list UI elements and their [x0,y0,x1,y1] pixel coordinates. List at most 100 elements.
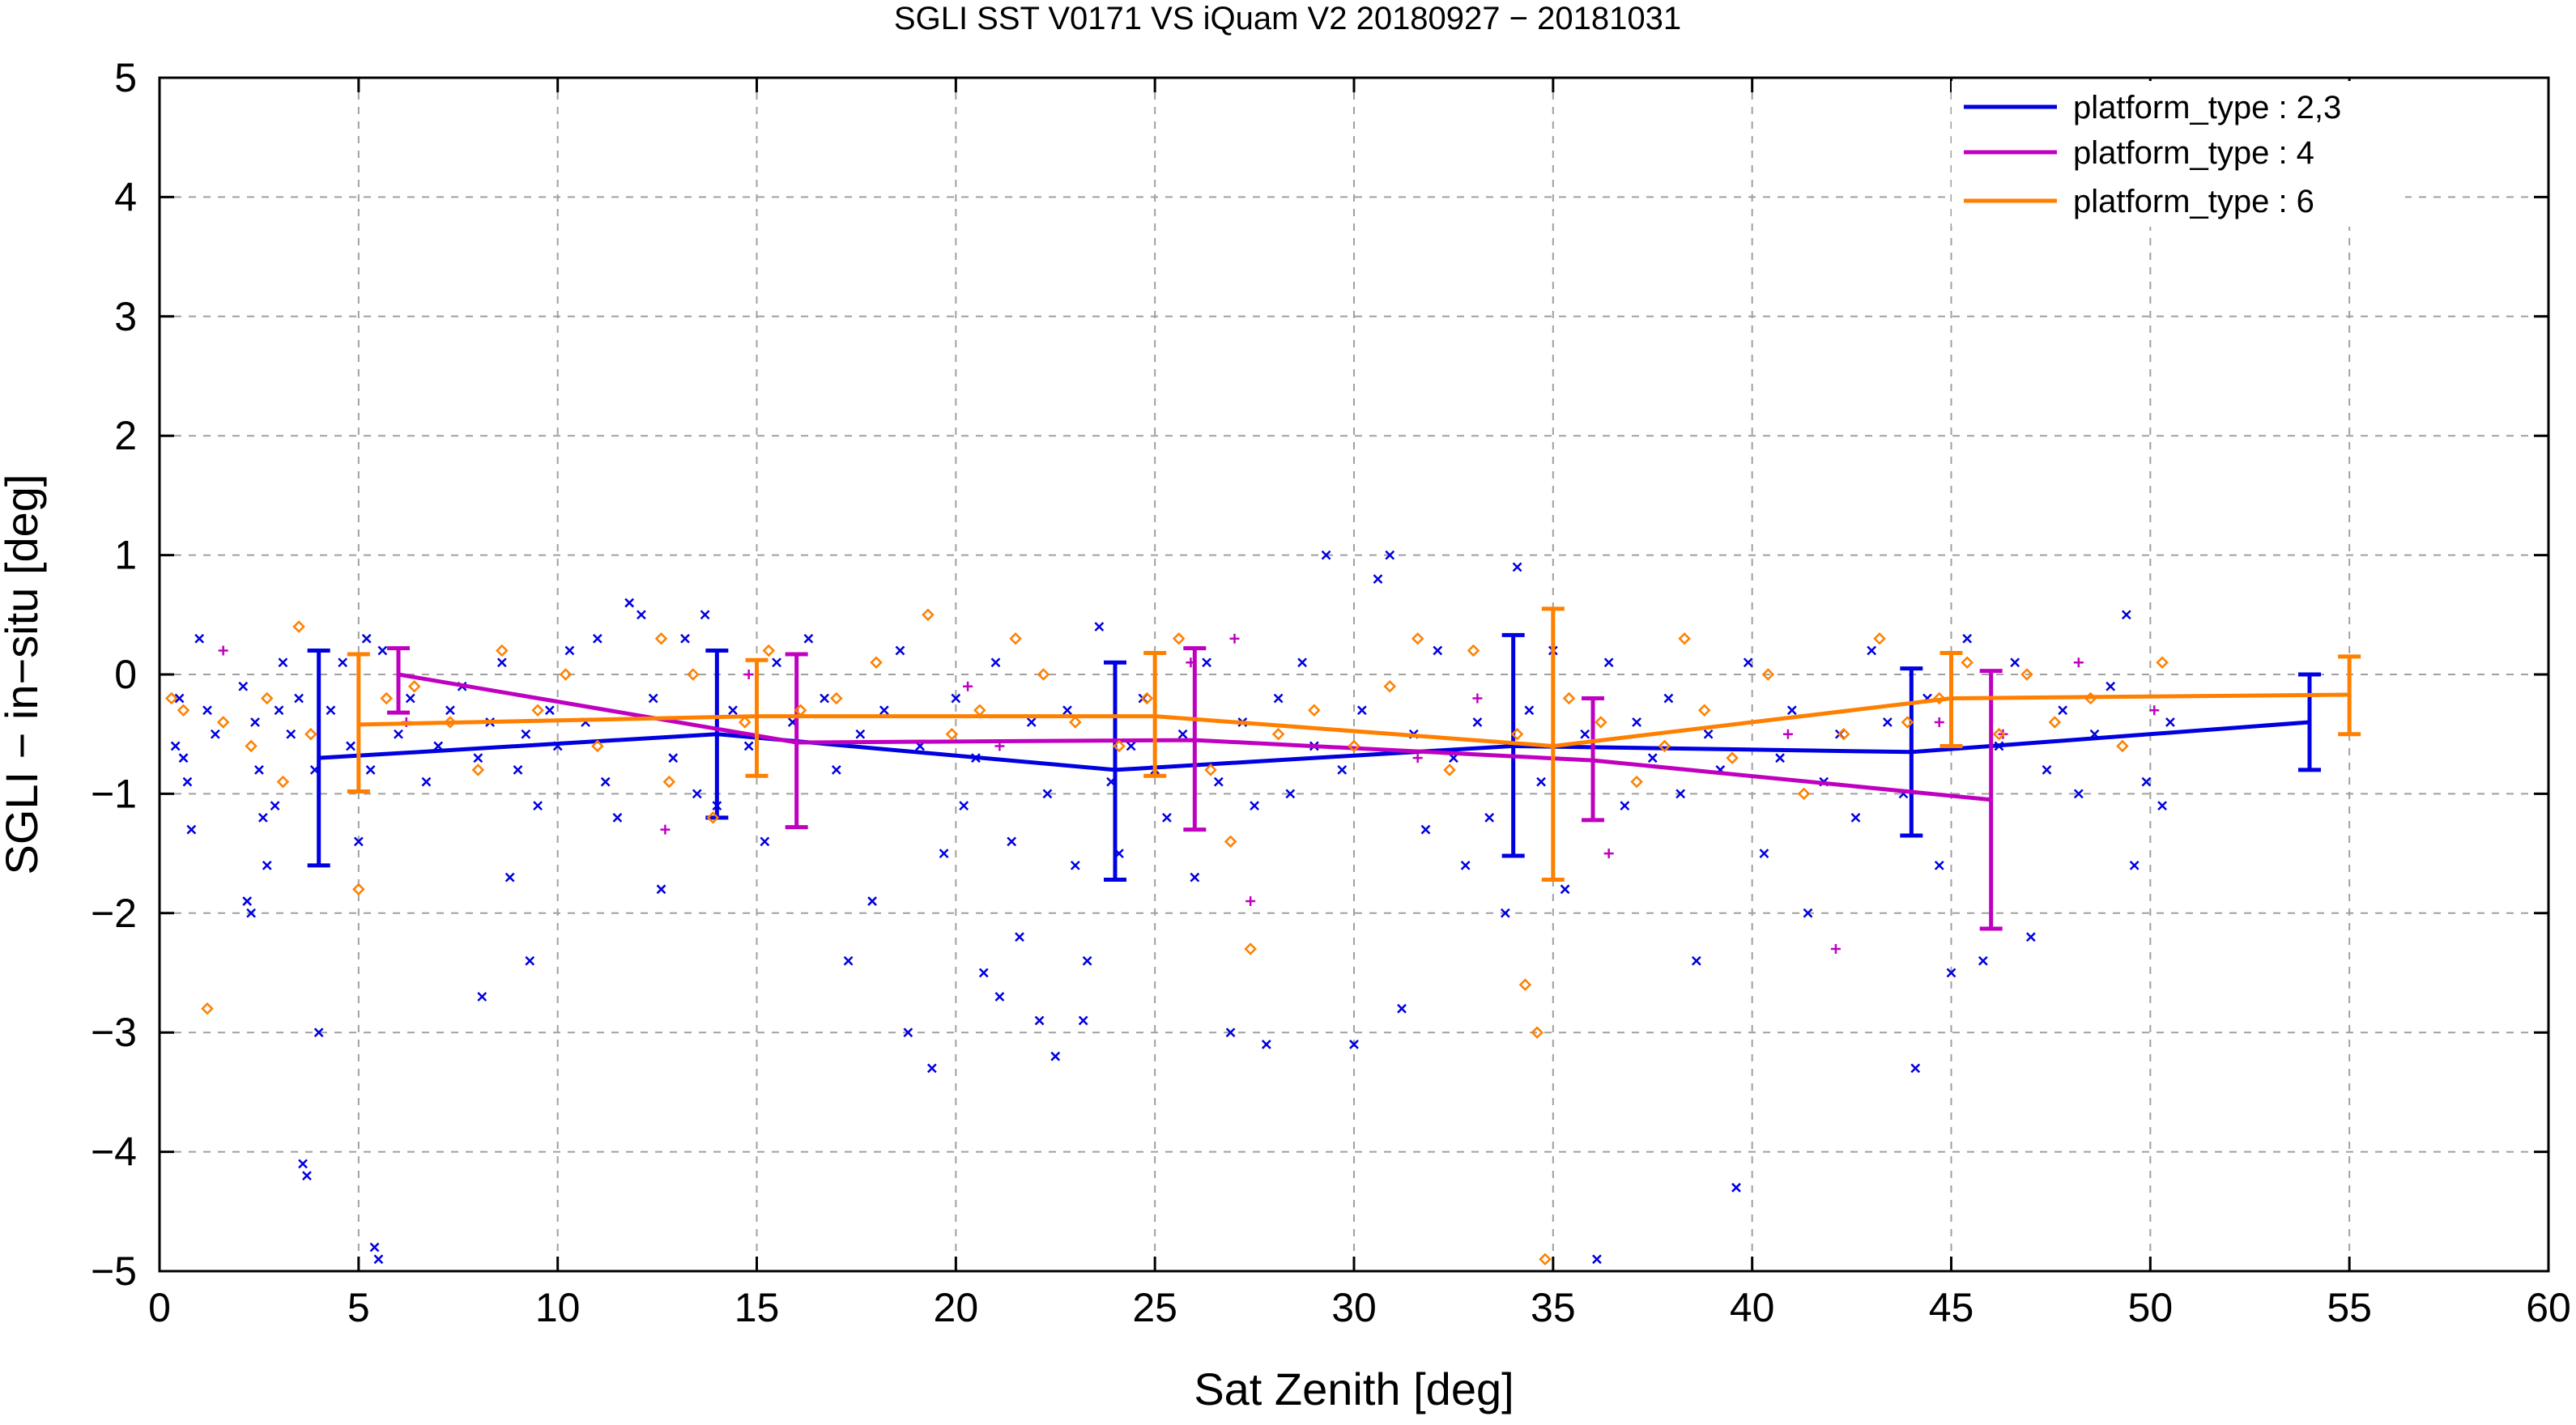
data-point [762,644,776,657]
data-point [1383,679,1397,693]
data-point [1775,753,1785,764]
data-point [1348,739,1360,753]
data-point [1691,955,1701,966]
data-point [654,632,668,645]
x-tick-label: 50 [2128,1285,2174,1330]
series-line [358,692,2350,748]
data-point [1094,622,1105,632]
series-line [318,720,2310,772]
data-point [2165,717,2175,727]
y-tick-label: 3 [114,294,137,339]
x-tick-label: 40 [1730,1285,1775,1330]
data-point [242,896,253,906]
series-2 [164,606,2361,1266]
data-point [170,741,181,751]
data-point [700,610,710,620]
data-point [1015,932,1024,942]
data-point [1261,1040,1271,1049]
data-point [216,716,230,729]
data-point [1082,955,1092,966]
data-point [1603,657,1614,668]
data-point [525,955,535,966]
data-point [959,801,969,811]
data-point [1337,765,1348,775]
data-point [1961,656,1974,670]
data-point [1512,562,1522,572]
y-axis-label: SGLI − in−situ [deg] [0,474,47,875]
series-0 [170,550,2321,1265]
data-point [254,765,264,775]
data-point [353,836,364,847]
data-point [278,657,288,668]
x-tick-label: 15 [734,1285,780,1330]
data-point [1321,550,1331,560]
data-point [380,691,394,705]
data-point [164,691,178,705]
data-point [473,753,483,764]
data-point [1518,978,1532,992]
data-point [1297,657,1307,668]
data-point [2073,657,2084,668]
data-point [1524,705,1535,716]
data-point [1034,1015,1045,1026]
data-point [174,693,185,704]
data-point [521,729,531,739]
error-bar [347,652,370,793]
data-point [1042,789,1053,799]
data-point [1632,717,1641,727]
data-point [564,645,575,656]
data-point [978,968,989,978]
y-tick-label: 1 [114,533,137,578]
data-point [1500,908,1510,918]
data-point [1675,789,1686,799]
data-point [903,1027,913,1038]
data-point [304,727,317,741]
y-tick-label: −2 [91,891,137,936]
data-point [1204,764,1217,776]
data-point [1213,776,1224,787]
data-point [1113,739,1126,753]
data-point [1946,968,1956,978]
data-point [1162,812,1172,823]
data-point [1467,644,1480,657]
data-point [2116,739,2129,753]
data-point [1743,657,1753,668]
data-point [365,765,376,775]
x-tick-label: 30 [1331,1285,1377,1330]
data-point [945,727,959,741]
data-point [1962,633,1973,644]
error-bar [2298,672,2321,772]
x-tick-label: 45 [1929,1285,1974,1330]
x-tick-label: 5 [347,1285,370,1330]
data-point [1910,1063,1921,1074]
error-bar [1939,650,1963,748]
data-point [830,691,843,705]
data-point [1009,632,1022,645]
data-point [1592,1254,1602,1265]
data-point [2149,705,2160,716]
data-point [1050,1051,1061,1061]
data-point [922,608,935,622]
legend-label-series-2: platform_type : 6 [2073,184,2314,219]
data-point [2010,657,2020,668]
data-point [820,693,829,704]
x-tick-label: 25 [1132,1285,1177,1330]
data-point [1726,751,1739,764]
data-point [1308,704,1321,717]
data-point [2073,789,2084,799]
data-point [531,704,544,717]
x-tick-label: 55 [2327,1285,2372,1330]
data-point [843,955,854,966]
data-point [178,753,189,764]
data-point [637,610,646,620]
data-point [1663,693,1674,704]
data-point [1070,860,1080,870]
y-tick-label: 5 [114,55,137,100]
legend-label-series-0: platform_type : 2,3 [2073,90,2341,125]
data-point [1761,668,1775,681]
data-point [245,739,258,753]
data-point [544,705,555,716]
data-point [1620,801,1630,811]
data-point [182,776,193,787]
data-point [1229,633,1240,644]
